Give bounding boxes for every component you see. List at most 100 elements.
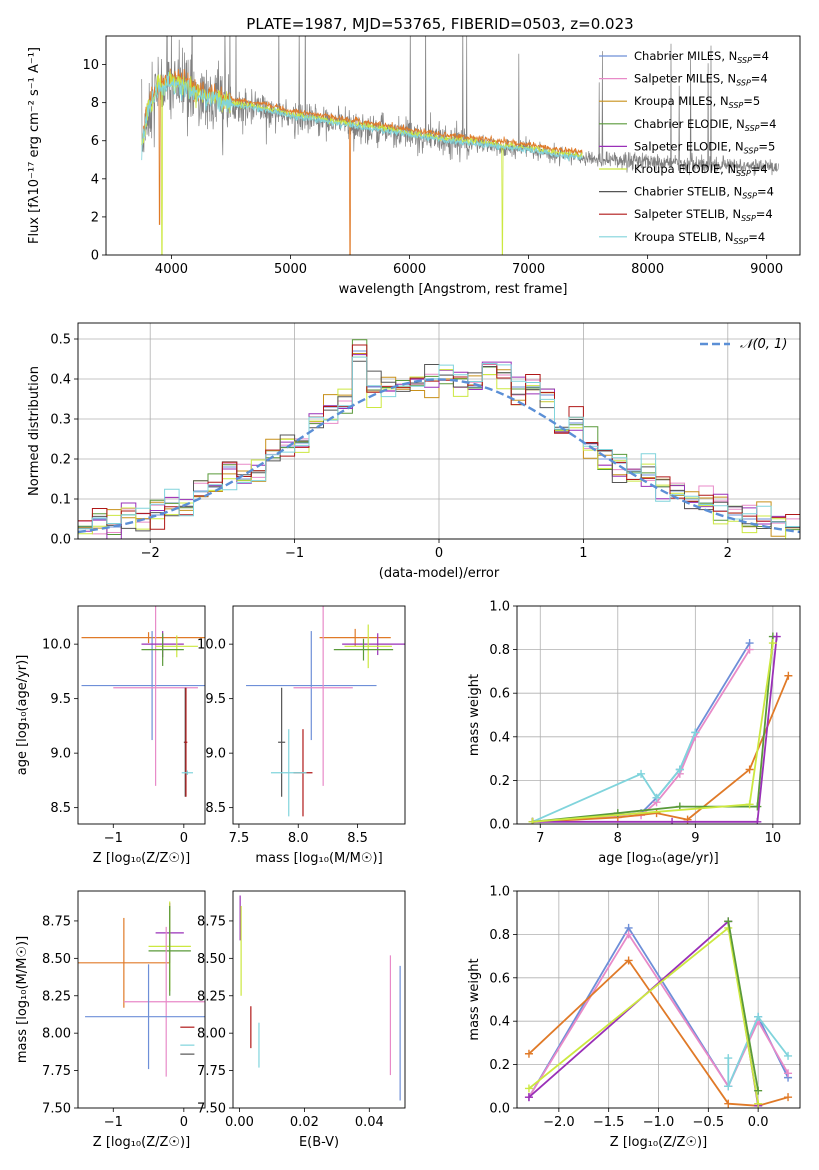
y-axis-label: Normed distribution: [27, 366, 42, 496]
legend-entry: Chabrier MILES, NSSP=4: [634, 49, 769, 65]
weight-marker: [784, 1069, 793, 1078]
histogram-series: [78, 356, 800, 530]
weight-marker: [524, 1093, 533, 1102]
y-tick-label: 0.4: [489, 730, 510, 745]
y-axis-label: Flux [fλ10⁻¹⁷ erg cm⁻² s⁻¹ A⁻¹]: [27, 47, 42, 244]
y-tick-label: 0.8: [489, 643, 510, 658]
y-tick-label: 8.50: [42, 952, 71, 967]
model-spectrum: [141, 72, 583, 162]
x-tick-label: −1: [285, 546, 304, 561]
weight-marker: [745, 765, 754, 774]
plot-area: [78, 339, 800, 539]
y-tick-label: 8.75: [42, 914, 71, 929]
model-spectrum: [141, 70, 583, 255]
y-tick-label: 1.0: [489, 600, 510, 615]
y-tick-label: 0.0: [489, 1102, 510, 1117]
y-tick-label: 10: [82, 58, 99, 73]
weight-marker: [624, 956, 633, 965]
y-tick-label: 8.00: [42, 1027, 71, 1042]
y-tick-label: 0.1: [50, 493, 71, 508]
panel-7: 0.00 0.02 0.04 7.50 7.75 8.00 8.25 8.50 8.75 E(B-…: [197, 890, 406, 1150]
x-tick-label: −1: [104, 831, 123, 846]
weight-marker: [754, 1012, 763, 1021]
x-axis-label: wavelength [Angstrom, rest frame]: [339, 282, 568, 297]
y-tick-label: 0.4: [50, 373, 71, 388]
plot-area: [239, 895, 401, 1101]
legend-entry: Kroupa MILES, NSSP=5: [634, 94, 760, 110]
plot-area: [528, 632, 793, 824]
weight-marker: [768, 639, 777, 648]
x-tick-label: 8.0: [288, 831, 309, 846]
x-tick-label: −0.5: [693, 1115, 725, 1130]
x-tick-label: 8: [614, 831, 622, 846]
weight-marker: [652, 809, 661, 818]
x-tick-label: 6000: [393, 262, 426, 277]
weight-marker: [528, 817, 537, 824]
weight-line: [528, 926, 759, 1104]
y-tick-label: 2: [91, 210, 99, 225]
legend-entry: Chabrier ELODIE, NSSP=4: [634, 117, 776, 133]
y-tick-label: 9.0: [205, 747, 226, 762]
weight-marker: [753, 817, 762, 824]
y-axis-label: mass [log₁₀(M/M☉)]: [15, 936, 30, 1063]
weight-marker: [784, 1093, 793, 1102]
y-tick-label: 0.8: [489, 928, 510, 943]
x-tick-label: 8000: [631, 262, 664, 277]
y-tick-label: 9.5: [50, 692, 71, 707]
weight-line: [727, 1015, 789, 1087]
x-tick-label: 0.0: [748, 1115, 769, 1130]
x-tick-label: 0.02: [290, 1115, 319, 1130]
x-axis-label: age [log₁₀(age/yr)]: [598, 851, 719, 866]
y-tick-label: 1.0: [489, 885, 510, 900]
weight-marker: [637, 769, 646, 778]
legend: 𝒩(0, 1): [700, 337, 787, 352]
axes-frame: [77, 322, 801, 540]
weight-marker: [724, 1082, 733, 1091]
y-tick-label: 7.50: [197, 1102, 226, 1117]
y-tick-label: 7.75: [42, 1064, 71, 1079]
legend-entry: 𝒩(0, 1): [740, 337, 787, 352]
x-tick-label: 0.04: [355, 1115, 384, 1130]
y-tick-label: 0.6: [489, 687, 510, 702]
panel-4: 7.5 8.0 8.5 8.5 9.0 9.5 10.0 mass [log₁₀(M/M☉)]: [197, 605, 406, 866]
y-axis-label: mass weight: [467, 958, 482, 1040]
y-tick-label: 7.75: [197, 1064, 226, 1079]
x-axis-label: mass [log₁₀(M/M☉)]: [255, 851, 382, 866]
y-tick-label: 0.2: [489, 1058, 510, 1073]
y-axis-label: age [log₁₀(age/yr)]: [15, 655, 30, 776]
x-tick-label: −1.0: [643, 1115, 675, 1130]
weight-marker: [524, 1049, 533, 1058]
observed-spectrum: [141, 36, 779, 177]
x-tick-label: 0: [180, 831, 188, 846]
y-tick-label: 0.3: [50, 413, 71, 428]
x-tick-label: 9000: [750, 262, 783, 277]
y-tick-label: 6: [91, 134, 99, 149]
y-tick-label: 0.2: [489, 774, 510, 789]
y-tick-label: 9.0: [50, 747, 71, 762]
figure-title: PLATE=1987, MJD=53765, FIBERID=0503, z=0…: [246, 15, 633, 33]
panel-6: −1 0 7.50 7.75 8.00 8.25 8.50 8.75 Z [log₁₀(Z/Z☉…: [15, 890, 206, 1150]
weight-marker: [668, 817, 677, 824]
y-tick-label: 0.0: [50, 533, 71, 548]
y-tick-label: 0.5: [50, 333, 71, 348]
weight-marker: [772, 632, 781, 641]
weight-marker: [784, 1051, 793, 1060]
x-tick-label: 0: [180, 1115, 188, 1130]
weight-marker: [691, 728, 700, 737]
x-tick-label: 7: [536, 831, 544, 846]
y-tick-label: 0.4: [489, 1015, 510, 1030]
legend-entry: Salpeter ELODIE, NSSP=5: [634, 139, 775, 155]
x-tick-label: 10: [765, 831, 782, 846]
legend-entry: Kroupa STELIB, NSSP=4: [634, 230, 765, 246]
axes-frame: [516, 605, 801, 825]
x-tick-label: 1: [579, 546, 587, 561]
y-tick-label: 0.2: [50, 453, 71, 468]
normal-curve: [78, 378, 800, 534]
model-spectrum: [141, 68, 583, 255]
panel-5: 7 8 9 10 0.0 0.2 0.4 0.6 0.8 1.0 age [log₁₀(age/yr…: [467, 600, 801, 866]
axes-frame: [516, 890, 801, 1109]
x-axis-label: Z [log₁₀(Z/Z☉)]: [93, 851, 190, 866]
weight-marker: [784, 671, 793, 680]
y-tick-label: 0.6: [489, 971, 510, 986]
plot-area: [81, 606, 205, 797]
